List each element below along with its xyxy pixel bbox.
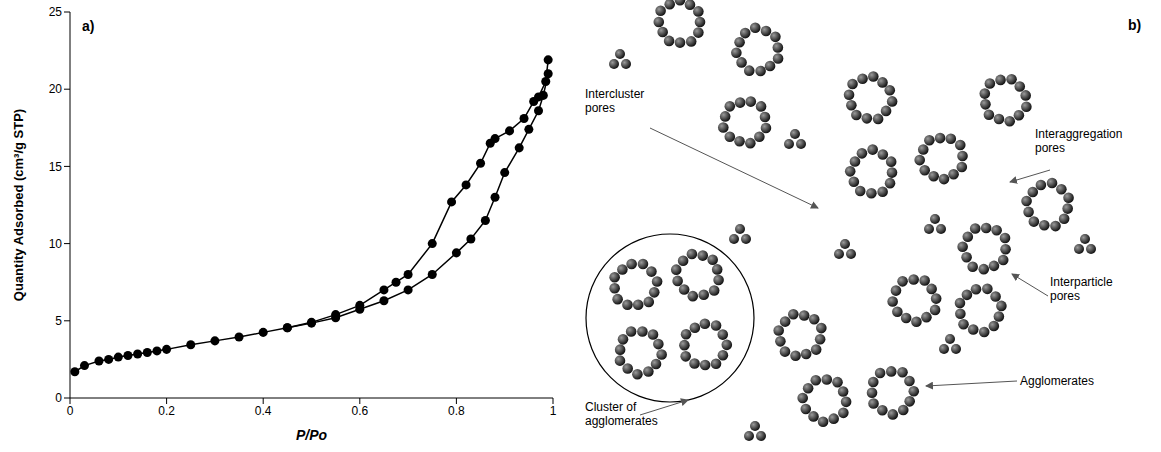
svg-text:20: 20 <box>49 82 63 96</box>
html-text:a): a) <box>82 18 95 34</box>
svg-text:5: 5 <box>55 314 62 328</box>
svg-text:Interaggregationpores: Interaggregationpores <box>1035 127 1122 155</box>
svg-text:b): b) <box>1128 17 1141 33</box>
svg-text:Quantity Adsorbed (cm³/g STP): Quantity Adsorbed (cm³/g STP) <box>11 109 26 301</box>
svg-text:Cluster ofagglomerates: Cluster ofagglomerates <box>585 400 658 428</box>
svg-text:0.6: 0.6 <box>351 404 368 418</box>
svg-text:1: 1 <box>550 404 557 418</box>
svg-text:0.8: 0.8 <box>448 404 465 418</box>
svg-text:10: 10 <box>49 237 63 251</box>
svg-text:Agglomerates: Agglomerates <box>1020 374 1094 388</box>
svg-text:25: 25 <box>49 5 63 19</box>
svg-text:P/Po: P/Po <box>296 427 328 443</box>
svg-text:0: 0 <box>67 404 74 418</box>
svg-text:0: 0 <box>55 391 62 405</box>
svg-text:0.4: 0.4 <box>255 404 272 418</box>
svg-text:Interparticlepores: Interparticlepores <box>1050 275 1113 303</box>
svg-text:15: 15 <box>49 160 63 174</box>
svg-text:0.2: 0.2 <box>158 404 175 418</box>
svg-text:Interclusterpores: Interclusterpores <box>585 87 644 115</box>
